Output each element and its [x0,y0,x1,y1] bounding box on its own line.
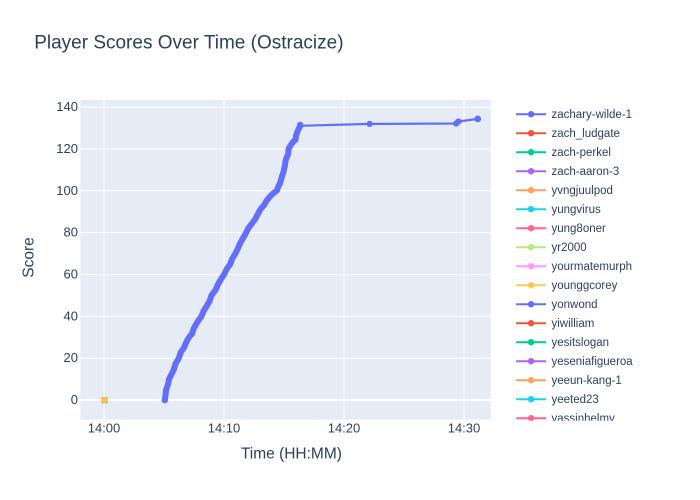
svg-text:20: 20 [64,350,78,365]
svg-text:14:00: 14:00 [88,421,121,436]
svg-text:140: 140 [56,99,78,114]
svg-text:zach_ludgate: zach_ludgate [552,128,620,140]
svg-text:100: 100 [56,183,78,198]
svg-text:zachary-wilde-1: zachary-wilde-1 [552,109,633,121]
svg-text:14:10: 14:10 [208,421,241,436]
svg-text:yesitslogan: yesitslogan [552,337,610,349]
svg-text:yourmatemurph: yourmatemurph [552,261,633,273]
svg-text:yr2000: yr2000 [552,242,587,254]
svg-text:yungvirus: yungvirus [552,204,601,216]
svg-text:yassinhelmy: yassinhelmy [552,413,616,425]
svg-text:Time (HH:MM): Time (HH:MM) [241,446,342,463]
svg-text:zach-aaron-3: zach-aaron-3 [552,166,620,178]
svg-text:yiwilliam: yiwilliam [552,318,595,330]
svg-text:yeeted23: yeeted23 [552,394,599,406]
svg-text:Score: Score [21,237,38,278]
svg-text:40: 40 [64,308,78,323]
svg-text:60: 60 [64,267,78,282]
svg-text:14:20: 14:20 [328,421,361,436]
svg-text:yvngjuulpod: yvngjuulpod [552,185,613,197]
svg-text:younggcorey: younggcorey [552,280,618,292]
svg-text:120: 120 [56,141,78,156]
svg-text:zach-perkel: zach-perkel [552,147,611,159]
svg-text:yeeun-kang-1: yeeun-kang-1 [552,375,622,387]
svg-text:yonwond: yonwond [552,299,598,311]
svg-text:14:30: 14:30 [448,421,481,436]
svg-text:80: 80 [64,225,78,240]
svg-text:0: 0 [71,392,78,407]
svg-text:yeseniafigueroa: yeseniafigueroa [552,356,634,368]
svg-text:Player Scores Over Time (Ostra: Player Scores Over Time (Ostracize) [34,33,343,54]
svg-text:yung8oner: yung8oner [552,223,607,235]
